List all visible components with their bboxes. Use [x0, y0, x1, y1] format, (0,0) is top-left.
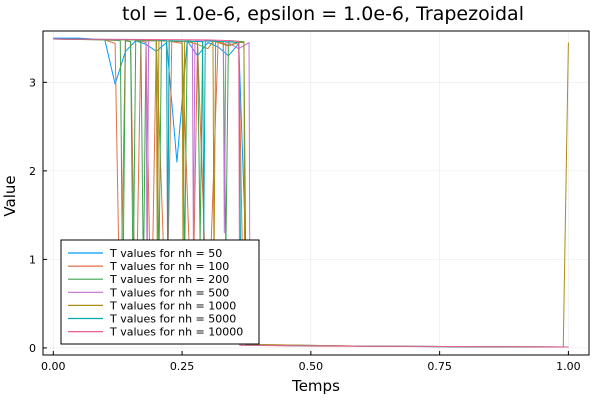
legend-entry-2: T values for nh = 100 [109, 260, 229, 273]
plot-frame [42, 30, 590, 356]
y-tick-label: 2 [29, 165, 36, 178]
x-axis-ticks: 0.00 0.25 0.50 0.75 1.00 [41, 351, 581, 373]
legend-entry-7: T values for nh = 10000 [109, 326, 243, 339]
series-line-7 [53, 38, 569, 348]
x-axis-label: Temps [291, 377, 340, 395]
y-axis-label: Value [1, 175, 19, 216]
x-tick-label: 0.00 [41, 360, 66, 373]
legend: T values for nh = 50T values for nh = 10… [60, 239, 260, 345]
legend-entry-5: T values for nh = 1000 [109, 299, 236, 312]
legend-entry-4: T values for nh = 500 [109, 286, 229, 299]
x-tick-label: 1.00 [556, 360, 581, 373]
legend-entry-6: T values for nh = 5000 [109, 313, 236, 326]
y-tick-label: 1 [29, 253, 36, 266]
y-tick-label: 3 [29, 76, 36, 89]
y-axis-ticks: 0 1 2 3 [29, 76, 47, 355]
x-tick-label: 0.25 [170, 360, 195, 373]
x-tick-label: 0.50 [299, 360, 324, 373]
y-tick-label: 0 [29, 342, 36, 355]
legend-entry-3: T values for nh = 200 [109, 273, 229, 286]
chart-title: tol = 1.0e-6, epsilon = 1.0e-6, Trapezoi… [122, 3, 524, 25]
legend-entry-1: T values for nh = 50 [109, 247, 222, 260]
x-tick-label: 0.75 [427, 360, 452, 373]
